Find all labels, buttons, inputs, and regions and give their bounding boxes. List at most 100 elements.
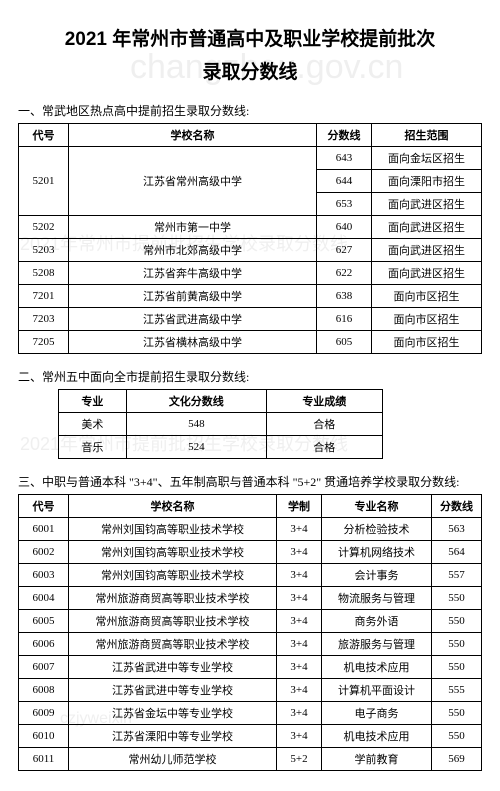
cell-score: 643 [317, 147, 372, 170]
cell-name: 江苏省金坛中等专业学校 [69, 702, 277, 725]
cell-code: 7205 [19, 331, 69, 354]
cell-major: 机电技术应用 [322, 656, 432, 679]
cell-score: 548 [126, 413, 266, 436]
table-section2: 专业 文化分数线 专业成绩 美术 548 合格 音乐 524 合格 [58, 389, 383, 459]
table-row: 美术 548 合格 [59, 413, 383, 436]
cell-major: 计算机平面设计 [322, 679, 432, 702]
cell-score: 550 [432, 656, 482, 679]
table-row: 7205 江苏省横林高级中学 605 面向市区招生 [19, 331, 482, 354]
cell-score: 622 [317, 262, 372, 285]
th-xuezhi: 学制 [277, 495, 322, 518]
cell-score: 550 [432, 587, 482, 610]
table-header-row: 代号 学校名称 分数线 招生范围 [19, 124, 482, 147]
cell-name: 江苏省武进中等专业学校 [69, 656, 277, 679]
cell-code: 6006 [19, 633, 69, 656]
cell-code: 6008 [19, 679, 69, 702]
section3-heading: 三、中职与普通本科 "3+4"、五年制高职与普通本科 "5+2" 贯通培养学校录… [18, 473, 482, 490]
cell-code: 6005 [19, 610, 69, 633]
cell-score: 550 [432, 702, 482, 725]
cell-scope: 面向武进区招生 [372, 216, 482, 239]
cell-score: 550 [432, 610, 482, 633]
cell-name: 江苏省武进中等专业学校 [69, 679, 277, 702]
cell-code: 5203 [19, 239, 69, 262]
cell-code: 5202 [19, 216, 69, 239]
cell-major: 音乐 [59, 436, 127, 459]
table-row: 6011常州幼儿师范学校5+2学前教育569 [19, 748, 482, 771]
cell-name: 江苏省常州高级中学 [69, 147, 317, 216]
cell-scope: 面向武进区招生 [372, 193, 482, 216]
cell-name: 江苏省奔牛高级中学 [69, 262, 317, 285]
th-code: 代号 [19, 495, 69, 518]
th-scope: 招生范围 [372, 124, 482, 147]
cell-result: 合格 [266, 413, 382, 436]
cell-xuezhi: 3+4 [277, 725, 322, 748]
table-row: 6008江苏省武进中等专业学校3+4计算机平面设计555 [19, 679, 482, 702]
table-header-row: 代号 学校名称 学制 专业名称 分数线 [19, 495, 482, 518]
cell-score: 524 [126, 436, 266, 459]
page-title-line2: 录取分数线 [18, 57, 482, 84]
page-title-line1: 2021 年常州市普通高中及职业学校提前批次 [18, 24, 482, 51]
cell-name: 江苏省横林高级中学 [69, 331, 317, 354]
cell-code: 7201 [19, 285, 69, 308]
cell-major: 分析检验技术 [322, 518, 432, 541]
cell-major: 电子商务 [322, 702, 432, 725]
table-row: 5208 江苏省奔牛高级中学 622 面向武进区招生 [19, 262, 482, 285]
cell-code: 5201 [19, 147, 69, 216]
cell-name: 常州旅游商贸高等职业技术学校 [69, 610, 277, 633]
cell-major: 学前教育 [322, 748, 432, 771]
cell-name: 常州幼儿师范学校 [69, 748, 277, 771]
cell-xuezhi: 3+4 [277, 564, 322, 587]
cell-score: 557 [432, 564, 482, 587]
cell-scope: 面向溧阳市招生 [372, 170, 482, 193]
table-row: 6002常州刘国钧高等职业技术学校3+4计算机网络技术564 [19, 541, 482, 564]
cell-scope: 面向武进区招生 [372, 262, 482, 285]
cell-code: 6004 [19, 587, 69, 610]
section2-heading: 二、常州五中面向全市提前招生录取分数线: [18, 368, 482, 385]
cell-name: 江苏省溧阳中等专业学校 [69, 725, 277, 748]
cell-xuezhi: 3+4 [277, 541, 322, 564]
table-row: 6010江苏省溧阳中等专业学校3+4机电技术应用550 [19, 725, 482, 748]
cell-code: 6010 [19, 725, 69, 748]
cell-major: 美术 [59, 413, 127, 436]
cell-xuezhi: 3+4 [277, 679, 322, 702]
cell-code: 6002 [19, 541, 69, 564]
cell-score: 644 [317, 170, 372, 193]
table-row: 7201 江苏省前黄高级中学 638 面向市区招生 [19, 285, 482, 308]
cell-scope: 面向金坛区招生 [372, 147, 482, 170]
th-score: 文化分数线 [126, 390, 266, 413]
cell-code: 6009 [19, 702, 69, 725]
cell-score: 569 [432, 748, 482, 771]
cell-score: 555 [432, 679, 482, 702]
th-name: 学校名称 [69, 495, 277, 518]
cell-name: 常州刘国钧高等职业技术学校 [69, 518, 277, 541]
cell-score: 653 [317, 193, 372, 216]
cell-major: 旅游服务与管理 [322, 633, 432, 656]
table-row: 5201 江苏省常州高级中学 643 面向金坛区招生 [19, 147, 482, 170]
cell-code: 6003 [19, 564, 69, 587]
cell-score: 550 [432, 633, 482, 656]
cell-xuezhi: 3+4 [277, 610, 322, 633]
cell-scope: 面向市区招生 [372, 285, 482, 308]
th-major: 专业 [59, 390, 127, 413]
cell-name: 江苏省前黄高级中学 [69, 285, 317, 308]
cell-name: 常州刘国钧高等职业技术学校 [69, 564, 277, 587]
cell-major: 机电技术应用 [322, 725, 432, 748]
cell-name: 常州市第一中学 [69, 216, 317, 239]
cell-xuezhi: 3+4 [277, 587, 322, 610]
cell-xuezhi: 3+4 [277, 656, 322, 679]
cell-major: 计算机网络技术 [322, 541, 432, 564]
cell-major: 物流服务与管理 [322, 587, 432, 610]
cell-xuezhi: 3+4 [277, 702, 322, 725]
cell-score: 640 [317, 216, 372, 239]
th-result: 专业成绩 [266, 390, 382, 413]
cell-result: 合格 [266, 436, 382, 459]
table-row: 7203 江苏省武进高级中学 616 面向市区招生 [19, 308, 482, 331]
cell-code: 6001 [19, 518, 69, 541]
cell-score: 616 [317, 308, 372, 331]
table-row: 5203 常州市北郊高级中学 627 面向武进区招生 [19, 239, 482, 262]
cell-score: 605 [317, 331, 372, 354]
cell-xuezhi: 3+4 [277, 518, 322, 541]
cell-name: 常州旅游商贸高等职业技术学校 [69, 587, 277, 610]
table-row: 6001常州刘国钧高等职业技术学校3+4分析检验技术563 [19, 518, 482, 541]
cell-name: 江苏省武进高级中学 [69, 308, 317, 331]
